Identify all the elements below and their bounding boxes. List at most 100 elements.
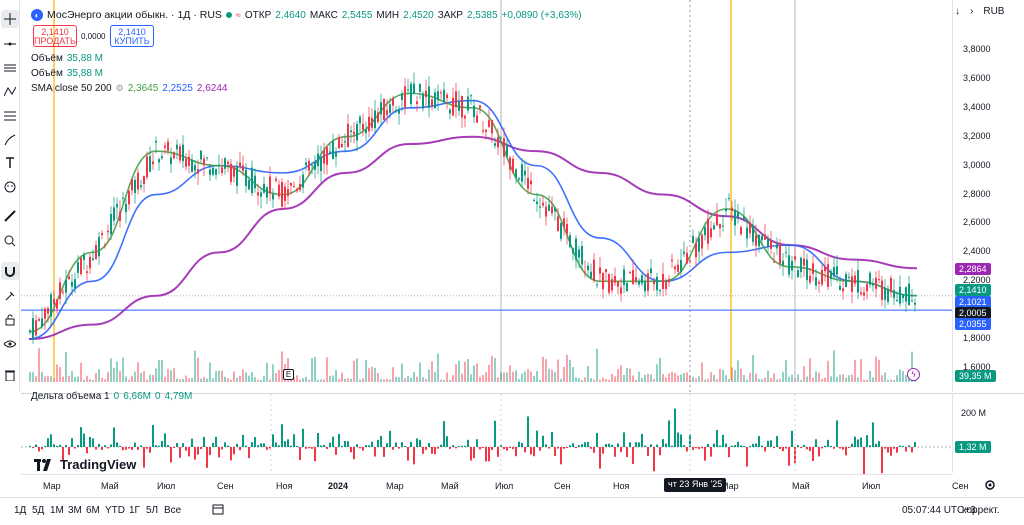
candle-body — [443, 89, 445, 103]
lock-icon[interactable] — [1, 311, 19, 329]
magnet-icon[interactable] — [1, 262, 19, 280]
volume-bar — [212, 378, 214, 382]
timeframe-button[interactable]: 1М — [50, 505, 64, 516]
candle-body — [209, 169, 211, 175]
candle-body — [350, 130, 352, 133]
candle-body — [608, 273, 610, 293]
eye-icon[interactable] — [1, 335, 19, 353]
timeframe-button[interactable]: 1Д — [14, 505, 27, 516]
candle-body — [137, 172, 139, 190]
candle-body — [188, 156, 190, 166]
price-scale[interactable]: ↓ › RUB 3,8000 3,6000 3,4000 3,2000 3,0000 2,… — [952, 0, 1024, 392]
candle-body — [473, 105, 475, 118]
candle-body — [770, 240, 772, 249]
delta-bar — [809, 447, 811, 452]
volume-bar — [101, 377, 103, 382]
lock-drawing-icon[interactable] — [1, 287, 19, 305]
arrow-down-icon[interactable]: ↓ — [955, 6, 960, 17]
lightning-icon[interactable]: ϟ — [907, 368, 920, 381]
settings-icon[interactable] — [960, 476, 1020, 494]
timeframe-button[interactable]: 1Г — [129, 505, 140, 516]
candle-body — [221, 167, 223, 173]
main-chart[interactable]: ◐ МосЭнерго акции обыкн. · 1Д · RUS ≈ ОТ… — [21, 0, 952, 392]
zoom-in-icon[interactable] — [1, 232, 19, 250]
delta-bar — [548, 447, 550, 449]
price-tag: 2,1410 — [955, 284, 991, 296]
candle-body — [398, 108, 400, 114]
symbol-legend[interactable]: ◐ МосЭнерго акции обыкн. · 1Д · RUS ≈ ОТ… — [31, 9, 582, 21]
delta-bar — [368, 445, 370, 447]
delta-bar — [443, 421, 445, 447]
settings-icon[interactable]: ⚙ — [115, 83, 124, 93]
price-chart-svg[interactable] — [21, 0, 952, 392]
volume-bar — [446, 372, 448, 382]
currency-label[interactable]: RUB — [983, 6, 1005, 17]
emoji-icon[interactable] — [1, 178, 19, 196]
timeframe-button[interactable]: 5Л — [146, 505, 159, 516]
delta-bar — [815, 439, 817, 447]
candle-body — [104, 244, 106, 246]
volume-delta-pane[interactable]: Дельта объема 1 0 6,66M 0 4,79M TradingV… — [21, 391, 952, 479]
brush-icon[interactable] — [1, 131, 19, 149]
candle-body — [356, 123, 358, 141]
delta-bar — [266, 447, 268, 450]
date-range-icon[interactable] — [212, 503, 224, 518]
delta-bar — [695, 447, 697, 449]
volume-bar — [269, 379, 271, 382]
timeframe-button[interactable]: 3М — [68, 505, 82, 516]
delta-bar — [287, 439, 289, 447]
timeframe-button[interactable]: Все — [164, 505, 182, 516]
delta-bar — [467, 439, 469, 447]
time-axis[interactable]: Мар Май Июл Сен Ноя 2024 Мар Май Июл Сен Ноя Мар Май… — [21, 474, 968, 496]
candle-body — [410, 83, 412, 104]
candle-body — [101, 233, 103, 236]
buy-button[interactable]: 2,1410 КУПИТЬ — [110, 25, 154, 47]
timeframe-button[interactable]: 5Д — [32, 505, 45, 516]
delta-bar — [164, 433, 166, 447]
delta-bar — [305, 447, 307, 449]
sma-value-3: 2,6244 — [196, 83, 228, 94]
pitchfork-icon[interactable] — [1, 83, 19, 101]
candle-body — [200, 150, 202, 160]
sma-legend[interactable]: SMA close 50 200 ⚙ 2,3645 2,2525 2,6244 — [31, 83, 227, 94]
timeframe-button[interactable]: YTD — [105, 505, 125, 516]
symbol-title[interactable]: МосЭнерго акции обыкн. · 1Д · RUS — [47, 9, 222, 21]
volume-bar — [161, 360, 163, 382]
delta-bar — [713, 443, 715, 447]
time-label: Сен — [952, 481, 969, 491]
candle-body — [785, 252, 787, 254]
horizontal-line-icon[interactable] — [1, 35, 19, 53]
candle-body — [863, 292, 865, 296]
tradingview-logo[interactable]: TradingView — [34, 457, 136, 472]
volume-bar — [74, 376, 76, 382]
clock[interactable]: 05:07:44 UTC+3 — [902, 505, 976, 516]
more-icon[interactable]: › — [970, 6, 974, 17]
delta-bar — [563, 447, 565, 449]
candle-body — [287, 189, 289, 196]
delta-bar — [428, 442, 430, 447]
volume-delta-scale[interactable]: 200 M 1,32 M — [952, 393, 1024, 473]
crosshair-icon[interactable] — [1, 10, 19, 28]
adjust-toggle[interactable]: коррект. — [962, 505, 1000, 516]
earnings-event-marker[interactable]: E — [283, 369, 294, 380]
volume-legend-1[interactable]: Объём 35,88 M — [31, 53, 103, 64]
delta-bar — [122, 447, 124, 451]
volume-legend-2[interactable]: Объём 35,88 M — [31, 68, 103, 79]
timeframe-button[interactable]: 6М — [86, 505, 100, 516]
volume-bar — [464, 361, 466, 382]
candle-body — [488, 120, 490, 127]
fib-icon[interactable] — [1, 107, 19, 125]
sell-button[interactable]: 2,1410 ПРОДАТЬ — [33, 25, 77, 47]
ruler-icon[interactable] — [1, 207, 19, 225]
delta-bar — [572, 443, 574, 447]
candle-body — [491, 119, 493, 134]
candle-body — [605, 269, 607, 273]
trash-icon[interactable] — [1, 366, 19, 384]
delta-legend[interactable]: Дельта объема 1 0 6,66M 0 4,79M — [31, 391, 192, 402]
candle-body — [569, 235, 571, 248]
text-icon[interactable] — [1, 154, 19, 172]
trend-lines-icon[interactable] — [1, 59, 19, 77]
candle-body — [131, 178, 133, 191]
candle-body — [752, 224, 754, 242]
candle-body — [644, 281, 646, 292]
